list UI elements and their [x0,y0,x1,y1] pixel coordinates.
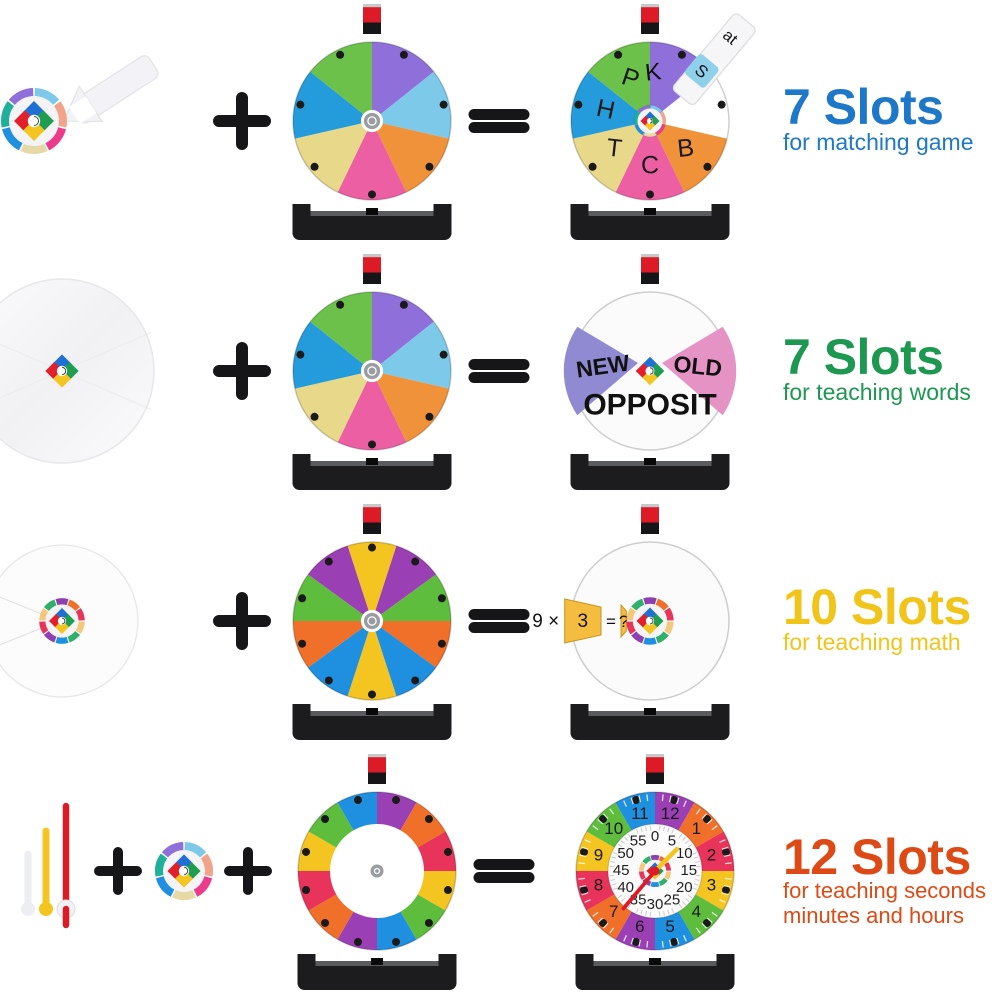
svg-text:7 Slots: 7 Slots [783,329,943,385]
svg-text:OPPOSIT: OPPOSIT [583,388,716,421]
svg-text:B: B [676,133,696,163]
svg-text:?: ? [619,612,628,631]
svg-text:7 Slots: 7 Slots [783,79,943,135]
svg-text:3: 3 [707,876,716,895]
svg-text:12: 12 [661,804,680,823]
svg-text:7: 7 [609,902,618,921]
svg-text:OLD: OLD [672,351,723,382]
svg-text:9: 9 [594,845,603,864]
svg-text:K: K [644,58,663,87]
svg-text:=: = [606,612,616,631]
svg-text:30: 30 [647,896,664,913]
svg-text:15: 15 [680,862,697,879]
svg-text:10 Slots: 10 Slots [783,579,971,635]
svg-text:5: 5 [665,917,674,936]
svg-text:for teaching words: for teaching words [783,379,971,405]
svg-text:8: 8 [594,876,603,895]
svg-text:25: 25 [664,891,681,908]
svg-text:10: 10 [604,819,623,838]
svg-text:for teaching math: for teaching math [783,629,961,655]
svg-text:45: 45 [613,862,630,879]
svg-text:11: 11 [631,804,649,823]
svg-text:for matching game: for matching game [783,129,973,155]
svg-text:minutes and hours: minutes and hours [783,903,964,928]
svg-text:9 ×: 9 × [532,611,559,632]
svg-text:1: 1 [692,819,701,838]
svg-text:2: 2 [707,845,716,864]
svg-text:5: 5 [668,833,676,850]
svg-text:C: C [641,151,659,179]
svg-text:40: 40 [617,879,634,896]
svg-text:12 Slots: 12 Slots [783,829,971,885]
svg-text:0: 0 [651,828,659,845]
svg-text:4: 4 [692,902,701,921]
svg-text:for teaching seconds: for teaching seconds [783,878,986,903]
svg-text:55: 55 [630,833,647,850]
svg-text:6: 6 [635,917,644,936]
svg-text:T: T [605,133,623,162]
svg-text:3: 3 [578,611,589,632]
